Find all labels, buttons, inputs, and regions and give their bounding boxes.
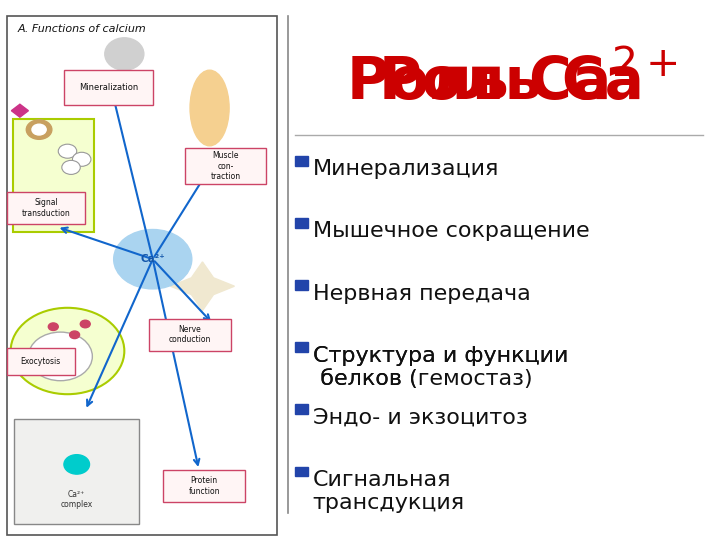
- Bar: [294, 156, 307, 166]
- Circle shape: [73, 152, 91, 166]
- Text: Мышечное сокращение: Мышечное сокращение: [312, 221, 589, 241]
- Bar: [294, 467, 307, 476]
- Circle shape: [32, 124, 46, 135]
- Circle shape: [48, 323, 58, 330]
- Bar: [294, 404, 307, 414]
- Circle shape: [58, 144, 77, 158]
- Polygon shape: [171, 262, 235, 310]
- FancyBboxPatch shape: [13, 119, 94, 232]
- Text: Signal
transduction: Signal transduction: [22, 198, 71, 218]
- Bar: [294, 280, 307, 290]
- Ellipse shape: [190, 70, 229, 146]
- Text: Ca²⁺: Ca²⁺: [140, 254, 165, 264]
- Text: Protein
function: Protein function: [189, 476, 220, 496]
- Text: Нервная передача: Нервная передача: [312, 284, 531, 303]
- Circle shape: [62, 160, 80, 174]
- FancyBboxPatch shape: [14, 418, 138, 524]
- FancyBboxPatch shape: [163, 470, 245, 502]
- Text: Роль Ca$^{2+}$: Роль Ca$^{2+}$: [346, 54, 678, 112]
- Text: Exocytosis: Exocytosis: [21, 357, 61, 366]
- Text: A. Functions of calcium: A. Functions of calcium: [18, 24, 146, 35]
- FancyBboxPatch shape: [7, 348, 75, 375]
- Circle shape: [64, 455, 89, 474]
- Text: Ca²⁺
complex: Ca²⁺ complex: [60, 490, 93, 509]
- Circle shape: [80, 320, 90, 328]
- FancyBboxPatch shape: [7, 16, 277, 535]
- Text: Muscle
con-
traction: Muscle con- traction: [210, 151, 240, 181]
- Circle shape: [28, 332, 92, 381]
- Circle shape: [70, 331, 80, 339]
- Text: Nerve
conduction: Nerve conduction: [169, 325, 211, 345]
- Circle shape: [11, 308, 125, 394]
- FancyBboxPatch shape: [149, 319, 231, 351]
- Circle shape: [114, 230, 192, 289]
- Bar: [294, 218, 307, 228]
- Ellipse shape: [105, 38, 144, 70]
- Text: Сигнальная
трансдукция: Сигнальная трансдукция: [312, 470, 464, 513]
- Text: Mineralization: Mineralization: [78, 83, 138, 92]
- Text: Эндо- и экзоцитоз: Эндо- и экзоцитоз: [312, 408, 527, 428]
- Polygon shape: [12, 104, 28, 117]
- Bar: [294, 342, 307, 352]
- FancyBboxPatch shape: [7, 192, 85, 224]
- FancyBboxPatch shape: [64, 70, 153, 105]
- Text: Роль Ca: Роль Ca: [379, 54, 644, 111]
- Text: Структура и функции
 белков (: Структура и функции белков (: [312, 346, 568, 389]
- FancyBboxPatch shape: [185, 148, 266, 184]
- Circle shape: [27, 120, 52, 139]
- Text: Минерализация: Минерализация: [312, 159, 499, 179]
- Text: Структура и функции
 белков (гемостаз): Структура и функции белков (гемостаз): [312, 346, 568, 389]
